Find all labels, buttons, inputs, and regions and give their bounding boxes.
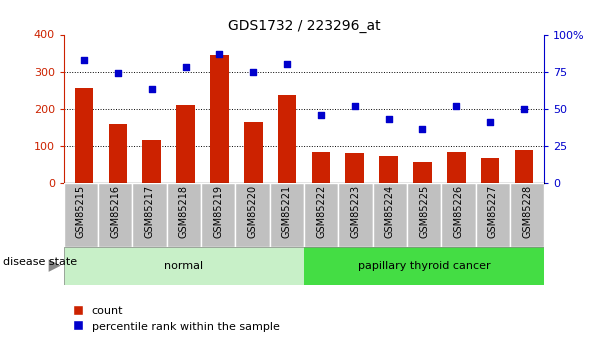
Bar: [413, 162, 432, 183]
Title: GDS1732 / 223296_at: GDS1732 / 223296_at: [227, 19, 381, 33]
Text: GSM85228: GSM85228: [522, 185, 532, 238]
Bar: [64, 183, 98, 247]
Text: GSM85226: GSM85226: [454, 185, 463, 238]
Bar: [270, 183, 304, 247]
Bar: [278, 95, 296, 183]
Point: [249, 69, 258, 75]
Bar: [210, 55, 229, 183]
Bar: [510, 183, 544, 247]
Point: [485, 119, 495, 125]
Bar: [167, 183, 201, 247]
Text: GSM85225: GSM85225: [419, 185, 429, 238]
Text: GSM85219: GSM85219: [213, 185, 223, 238]
Text: GSM85215: GSM85215: [76, 185, 86, 238]
Text: GSM85218: GSM85218: [179, 185, 189, 238]
Bar: [235, 183, 270, 247]
Point: [384, 116, 393, 122]
Text: GSM85221: GSM85221: [282, 185, 292, 238]
Bar: [312, 152, 330, 183]
Bar: [75, 88, 94, 183]
Point: [316, 112, 326, 117]
Text: normal: normal: [164, 261, 204, 270]
Point: [181, 65, 190, 70]
Bar: [345, 153, 364, 183]
Bar: [475, 183, 510, 247]
Bar: [244, 122, 263, 183]
Text: GSM85220: GSM85220: [247, 185, 258, 238]
Bar: [481, 158, 499, 183]
Point: [79, 57, 89, 62]
Text: GSM85223: GSM85223: [350, 185, 361, 238]
Text: GSM85227: GSM85227: [488, 185, 498, 238]
Text: papillary thyroid cancer: papillary thyroid cancer: [358, 261, 491, 270]
Point: [350, 103, 359, 108]
Text: GSM85216: GSM85216: [110, 185, 120, 238]
Bar: [201, 183, 235, 247]
Text: GSM85222: GSM85222: [316, 185, 326, 238]
Bar: [64, 247, 304, 285]
Bar: [133, 183, 167, 247]
Bar: [373, 183, 407, 247]
Point: [519, 106, 529, 111]
Point: [147, 87, 157, 92]
Point: [282, 61, 292, 67]
Text: disease state: disease state: [3, 257, 77, 267]
Bar: [441, 183, 475, 247]
Bar: [304, 247, 544, 285]
Bar: [379, 156, 398, 183]
Bar: [142, 140, 161, 183]
Point: [215, 51, 224, 57]
Legend: count, percentile rank within the sample: count, percentile rank within the sample: [69, 301, 284, 336]
Bar: [176, 105, 195, 183]
Point: [113, 70, 123, 76]
Point: [418, 127, 427, 132]
Bar: [98, 183, 133, 247]
Bar: [304, 183, 338, 247]
Point: [451, 103, 461, 108]
Bar: [109, 124, 127, 183]
Bar: [447, 152, 466, 183]
Text: GSM85217: GSM85217: [145, 185, 154, 238]
Bar: [514, 150, 533, 183]
Bar: [407, 183, 441, 247]
Bar: [338, 183, 373, 247]
Text: GSM85224: GSM85224: [385, 185, 395, 238]
